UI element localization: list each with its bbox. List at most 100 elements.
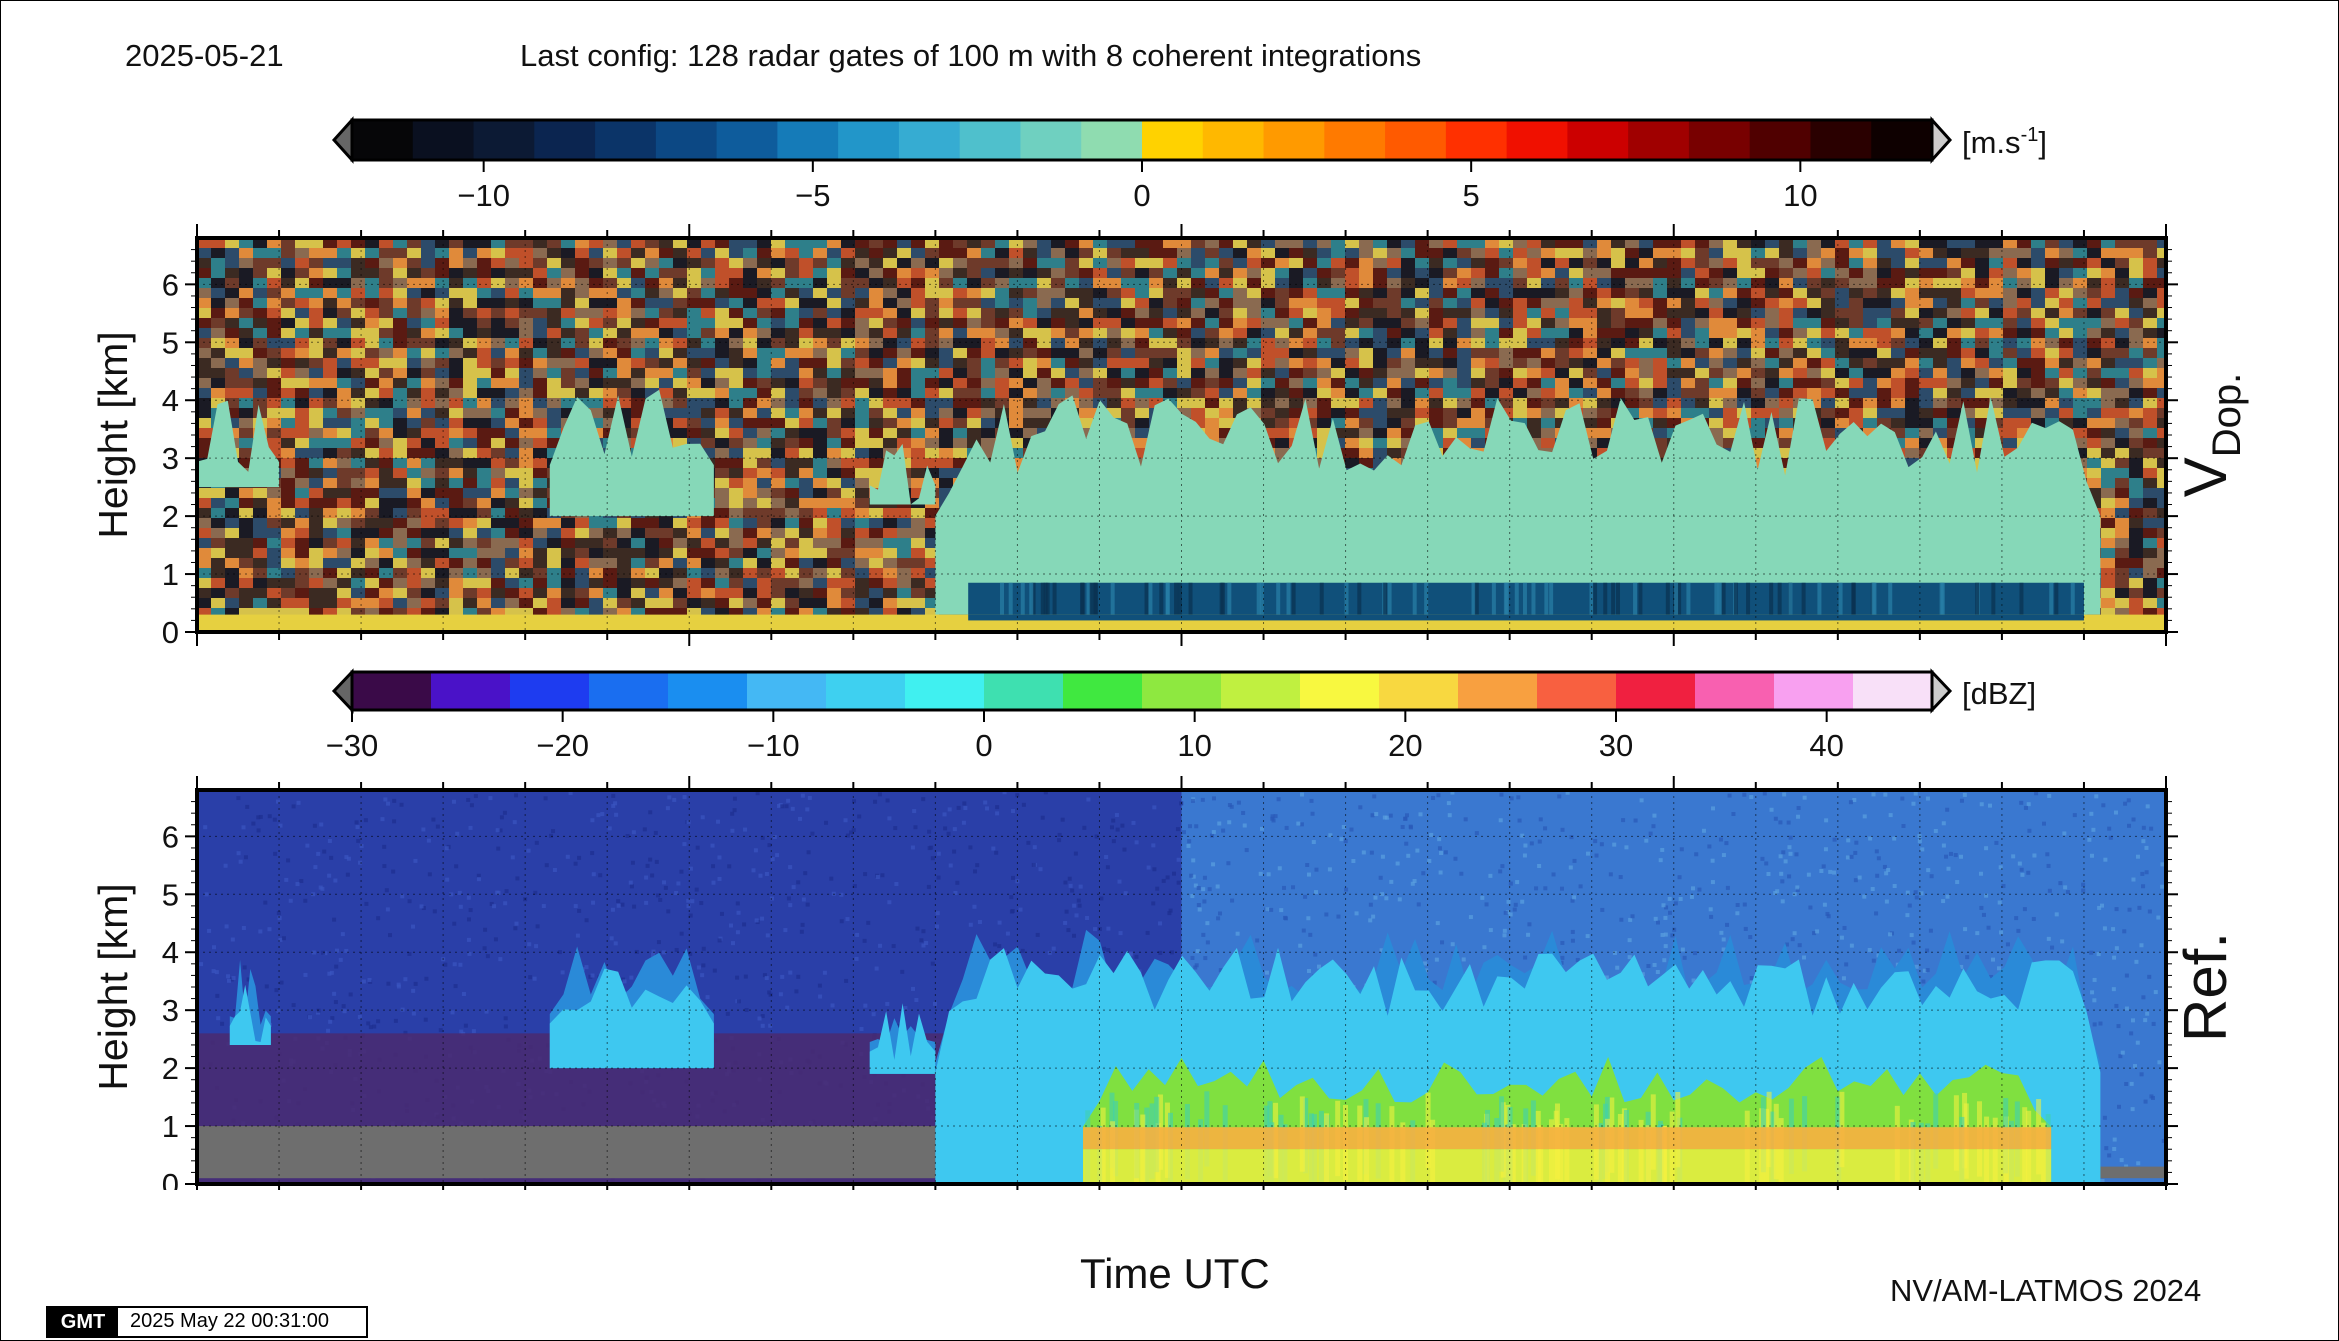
noise-cell <box>855 398 869 408</box>
noise-cell <box>365 418 379 428</box>
noise-cell <box>1681 268 1695 278</box>
noise-cell <box>2115 288 2129 298</box>
noise-cell <box>1107 308 1121 318</box>
noise-cell <box>337 418 351 428</box>
noise-cell <box>589 318 603 328</box>
noise-cell <box>1835 378 1849 388</box>
noise-cell <box>225 328 239 338</box>
noise-cell <box>701 378 715 388</box>
noise-cell <box>1443 418 1457 428</box>
noise-cell <box>715 358 729 368</box>
noise-cell <box>1905 438 1919 448</box>
noise-cell <box>2101 468 2115 478</box>
noise-cell <box>1009 268 1023 278</box>
noise-cell <box>1793 288 1807 298</box>
noise-cell <box>1261 258 1275 268</box>
noise-cell <box>1345 448 1359 458</box>
noise-cell <box>911 528 925 538</box>
noise-cell <box>463 308 477 318</box>
noise-cell <box>211 268 225 278</box>
noise-cell <box>701 408 715 418</box>
noise-cell <box>463 328 477 338</box>
noise-cell <box>645 318 659 328</box>
noise-cell <box>281 508 295 518</box>
noise-cell <box>561 398 575 408</box>
noise-cell <box>351 548 365 558</box>
noise-cell <box>1401 438 1415 448</box>
noise-cell <box>323 438 337 448</box>
noise-cell <box>953 298 967 308</box>
noise-cell <box>1359 358 1373 368</box>
noise-cell <box>1443 288 1457 298</box>
noise-cell <box>2157 478 2166 488</box>
noise-cell <box>603 288 617 298</box>
noise-cell <box>1289 328 1303 338</box>
noise-cell <box>1303 358 1317 368</box>
noise-cell <box>1065 318 1079 328</box>
noise-cell <box>1443 278 1457 288</box>
noise-cell <box>1219 308 1233 318</box>
noise-cell <box>2129 278 2143 288</box>
noise-cell <box>211 358 225 368</box>
noise-cell <box>323 378 337 388</box>
noise-cell <box>1625 398 1639 408</box>
noise-cell <box>1681 278 1695 288</box>
noise-cell <box>2101 378 2115 388</box>
noise-cell <box>1975 248 1989 258</box>
noise-cell <box>393 338 407 348</box>
noise-cell <box>1247 348 1261 358</box>
noise-cell <box>2115 578 2129 588</box>
noise-cell <box>1163 348 1177 358</box>
noise-cell <box>1051 328 1065 338</box>
noise-cell <box>491 278 505 288</box>
noise-cell <box>1821 298 1835 308</box>
noise-cell <box>855 308 869 318</box>
noise-cell <box>939 398 953 408</box>
noise-cell <box>631 378 645 388</box>
noise-cell <box>505 568 519 578</box>
noise-cell <box>1261 368 1275 378</box>
noise-cell <box>2031 258 2045 268</box>
noise-cell <box>645 538 659 548</box>
noise-cell <box>925 308 939 318</box>
noise-cell <box>1989 368 2003 378</box>
noise-cell <box>1989 338 2003 348</box>
noise-cell <box>253 238 267 248</box>
noise-cell <box>575 268 589 278</box>
noise-cell <box>1975 408 1989 418</box>
noise-cell <box>211 388 225 398</box>
noise-cell <box>365 548 379 558</box>
noise-cell <box>547 308 561 318</box>
noise-cell <box>869 298 883 308</box>
noise-cell <box>673 408 687 418</box>
noise-cell <box>1485 348 1499 358</box>
noise-cell <box>981 358 995 368</box>
noise-cell <box>869 288 883 298</box>
noise-cell <box>2129 338 2143 348</box>
noise-cell <box>1443 268 1457 278</box>
noise-cell <box>757 248 771 258</box>
noise-cell <box>2031 338 2045 348</box>
noise-cell <box>323 578 337 588</box>
noise-cell <box>421 328 435 338</box>
noise-cell <box>519 328 533 338</box>
noise-cell <box>1905 408 1919 418</box>
noise-cell <box>1275 308 1289 318</box>
noise-cell <box>883 358 897 368</box>
noise-cell <box>869 568 883 578</box>
noise-cell <box>771 408 785 418</box>
noise-cell <box>2101 318 2115 328</box>
noise-cell <box>2045 408 2059 418</box>
noise-cell <box>1359 278 1373 288</box>
noise-cell <box>519 368 533 378</box>
noise-cell <box>855 578 869 588</box>
noise-cell <box>253 348 267 358</box>
noise-cell <box>785 548 799 558</box>
noise-cell <box>421 548 435 558</box>
noise-cell <box>673 518 687 528</box>
noise-cell <box>1877 308 1891 318</box>
noise-cell <box>267 428 281 438</box>
noise-cell <box>827 338 841 348</box>
noise-cell <box>771 308 785 318</box>
noise-cell <box>561 268 575 278</box>
